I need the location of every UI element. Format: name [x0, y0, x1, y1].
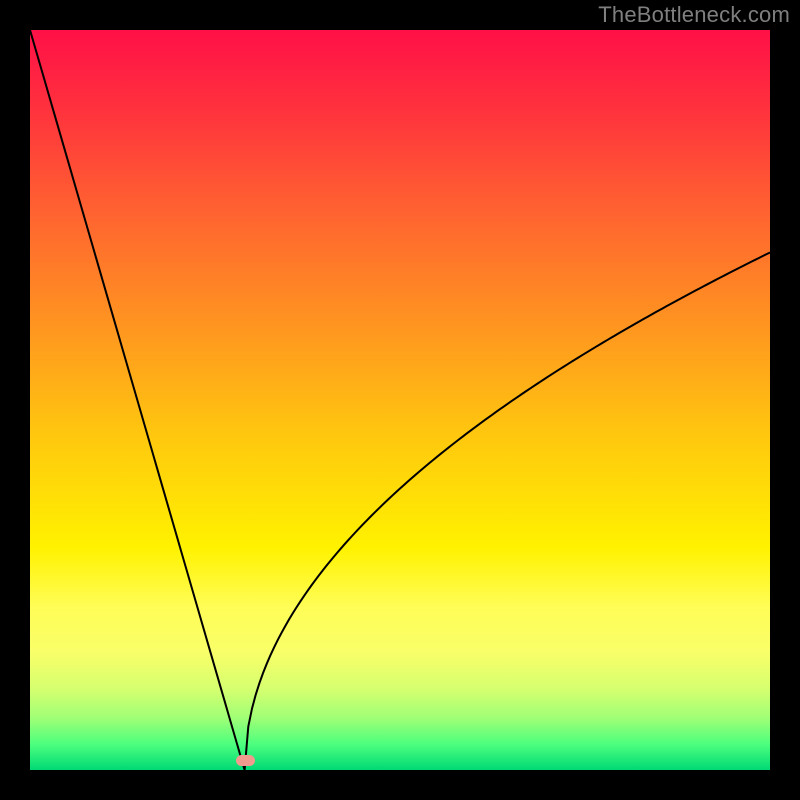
gradient-background: [30, 30, 770, 770]
plot-area: [30, 30, 770, 770]
minimum-marker: [236, 755, 256, 766]
watermark-text: TheBottleneck.com: [598, 2, 790, 28]
chart-stage: TheBottleneck.com: [0, 0, 800, 800]
